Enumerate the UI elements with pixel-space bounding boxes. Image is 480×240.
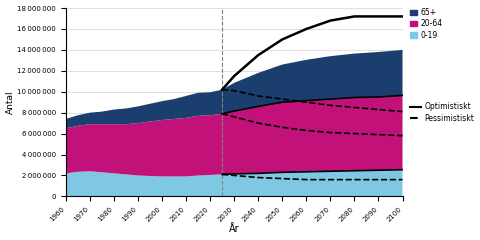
Y-axis label: Antal: Antal [6, 90, 14, 114]
X-axis label: År: År [229, 224, 240, 234]
Legend: Optimistiskt, Pessimistiskt: Optimistiskt, Pessimistiskt [410, 102, 474, 123]
